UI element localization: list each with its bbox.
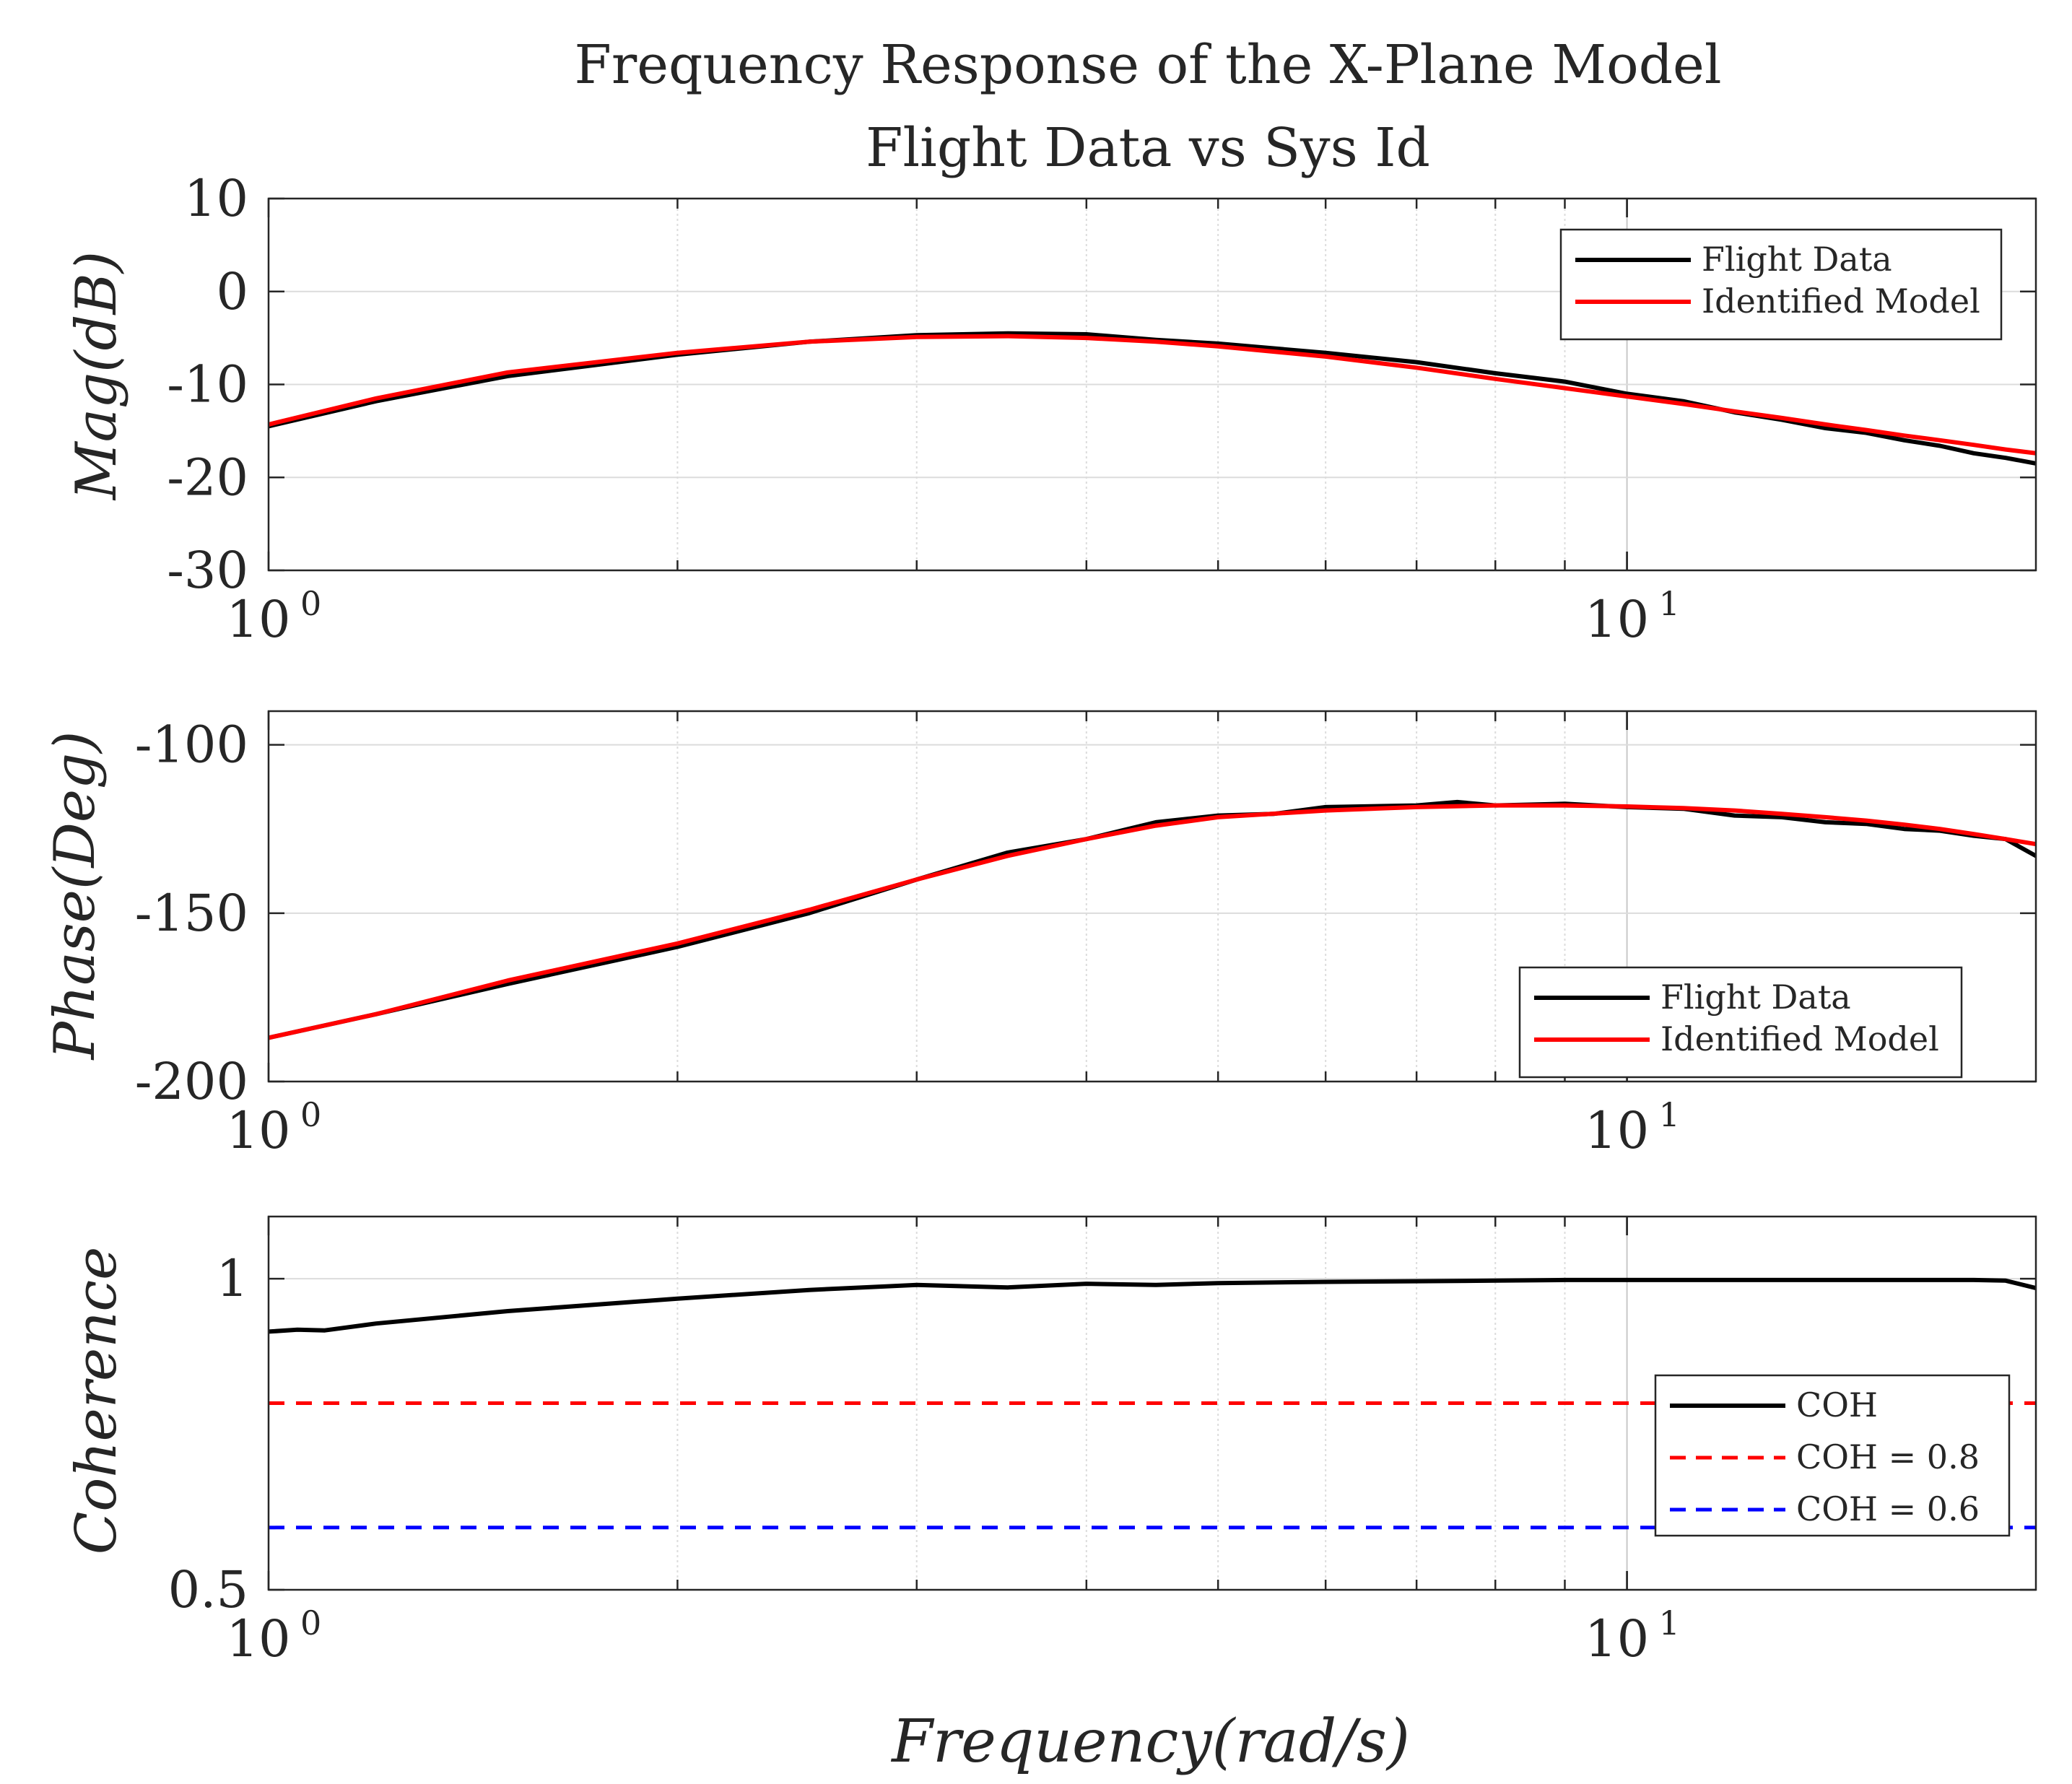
- phase-ytick-label: -150: [135, 884, 248, 943]
- magnitude-ytick-label: -30: [167, 541, 248, 600]
- phase-xtick-label-base: 10: [226, 1101, 290, 1160]
- coherence-xtick-label-exp: 1: [1659, 1604, 1680, 1642]
- coherence-panel: 0.5 1 10 0 10 1 COH COH = 0.8 COH = 0.6: [168, 1215, 2037, 1668]
- coherence-ytick-label: 1: [216, 1249, 248, 1308]
- coherence-ylabel: Coherence: [64, 1247, 129, 1555]
- magnitude-series-group: [269, 331, 2036, 466]
- phase-series-identified-model: [269, 803, 2036, 1040]
- phase-legend-label: Flight Data: [1660, 978, 1851, 1017]
- phase-ylabel: Phase(Deg): [43, 731, 108, 1061]
- magnitude-series-identified-model: [269, 334, 2036, 456]
- magnitude-xtick-label-base: 10: [226, 590, 290, 649]
- phase-series-group: [269, 799, 2036, 1040]
- coherence-legend-label: COH = 0.8: [1796, 1437, 1980, 1476]
- coherence-ytick-label: 0.5: [168, 1560, 248, 1619]
- magnitude-xtick-label-base: 10: [1585, 590, 1649, 649]
- phase-panel: -200 -150 -100 10 0 10 1 Flight DataIdentified …: [135, 710, 2037, 1160]
- coherence-series-coh: [269, 1277, 2036, 1334]
- magnitude-ytick-label: -20: [167, 448, 248, 507]
- phase-legend-label: Identified Model: [1660, 1019, 1939, 1058]
- magnitude-legend-label: Identified Model: [1702, 282, 1980, 321]
- magnitude-panel: -30 -20 -10 0 10 10 0 10 1 Flight DataIdentified …: [167, 169, 2037, 649]
- coherence-xtick-label-exp: 0: [300, 1604, 321, 1642]
- magnitude-xtick-label-exp: 1: [1659, 584, 1680, 623]
- coherence-series-group: [269, 1277, 2036, 1530]
- phase-legend-box: [1518, 966, 1963, 1079]
- magnitude-ytick-label: 10: [184, 169, 248, 228]
- phase-ytick-label: -200: [135, 1052, 248, 1111]
- magnitude-legend-label: Flight Data: [1702, 240, 1892, 279]
- figure-title-line1: Frequency Response of the X-Plane Model: [574, 34, 1721, 96]
- coherence-legend-label: COH = 0.6: [1796, 1489, 1980, 1528]
- figure-title-line2: Flight Data vs Sys Id: [866, 117, 1430, 179]
- phase-ytick-label: -100: [135, 715, 248, 775]
- magnitude-ylabel: Mag(dB): [64, 251, 129, 501]
- phase-xtick-label-base: 10: [1585, 1101, 1649, 1160]
- coherence-xtick-label-base: 10: [1585, 1609, 1649, 1668]
- phase-xtick-label-exp: 1: [1659, 1095, 1680, 1134]
- coherence-legend-box: [1654, 1374, 2011, 1537]
- magnitude-legend-box: [1559, 228, 2003, 341]
- frequency-xlabel: Frequency(rad/s): [890, 1707, 1410, 1776]
- coherence-axes-box: [267, 1215, 2037, 1591]
- magnitude-ytick-label: -10: [167, 355, 248, 414]
- coherence-legend-label: COH: [1796, 1385, 1878, 1424]
- magnitude-xtick-label-exp: 0: [300, 584, 321, 623]
- phase-xtick-label-exp: 0: [300, 1095, 321, 1134]
- coherence-xtick-label-base: 10: [226, 1609, 290, 1668]
- magnitude-ytick-label: 0: [216, 262, 248, 321]
- phase-axes-box: [267, 710, 2037, 1083]
